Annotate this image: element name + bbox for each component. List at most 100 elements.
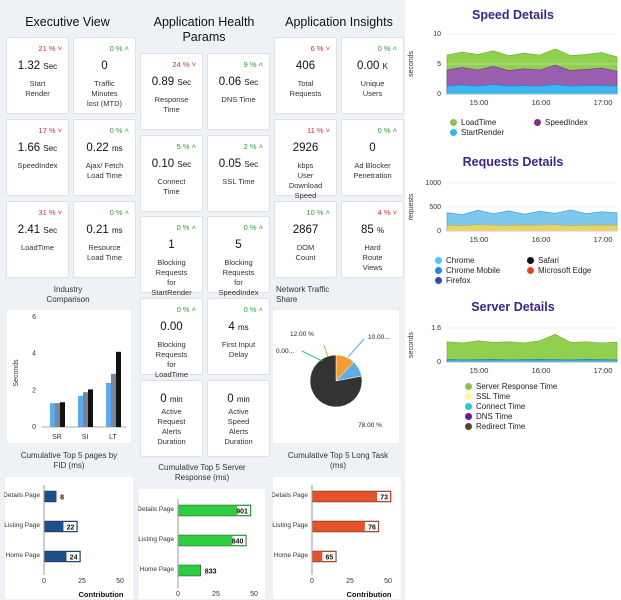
kpi-card-ajax-fetch-load-time[interactable]: 0 % ˄ 0.22 ms Ajax/ Fetch Load Time <box>73 119 136 196</box>
kpi-number: 0 <box>369 142 376 154</box>
kpi-card-unique-users[interactable]: 0 % ˄ 0.00 K Unique Users <box>341 37 404 114</box>
x-tick-label: 15:00 <box>470 235 489 244</box>
kpi-card-ssl-time[interactable]: 2 % ˄ 0.05 Sec SSL Time <box>207 135 270 212</box>
legend-dot-icon <box>465 403 472 410</box>
legend-item[interactable]: DNS Time <box>465 412 615 421</box>
legend-dot-icon <box>435 267 442 274</box>
caret-up-icon: ˄ <box>323 208 330 217</box>
y-category-label: Home Page <box>140 566 175 573</box>
caret-up-icon: ˄ <box>122 208 129 217</box>
legend-item[interactable]: Safari <box>527 256 615 265</box>
industry-comparison-title: Industry Comparison <box>46 285 90 304</box>
top-fid-title: Cumulative Top 5 pages by FID (ms) <box>20 451 118 470</box>
bar-sr-2 <box>60 402 65 427</box>
kpi-card-speedindex[interactable]: 17 % ˅ 1.66 Sec SpeedIndex <box>6 119 69 196</box>
kpi-change-badge: 0 % ˄ <box>244 305 263 314</box>
kpi-card-first-input-delay[interactable]: 0 % ˄ 4 ms First Input Delay <box>207 298 270 375</box>
kpi-card-total-requests[interactable]: 6 % ˅ 406 Total Requests <box>274 37 337 114</box>
kpi-change-badge: 0 % ˄ <box>110 44 129 53</box>
kpi-unit: Sec <box>177 78 192 87</box>
area-chrome-mobile <box>446 224 618 232</box>
legend-item[interactable]: LoadTime <box>450 118 530 127</box>
kpi-number: 0.06 <box>218 76 242 88</box>
y-tick-label: 5 <box>437 61 441 68</box>
x-tick-label: 15:00 <box>470 366 489 375</box>
x-tick-label: 16:00 <box>532 235 551 244</box>
server-details-chart: 0 1.6 15:00 16:00 17:00 seconds <box>408 325 618 375</box>
bar-value-label: 833 <box>205 569 217 576</box>
kpi-number: 406 <box>295 60 316 72</box>
legend-label: SSL Time <box>476 392 511 401</box>
y-category-label: Listing Page <box>4 522 40 529</box>
x-tick-label: 16:00 <box>532 366 551 375</box>
kpi-number: 2.41 <box>17 224 41 236</box>
legend-item[interactable]: Microsoft Edge <box>527 266 615 275</box>
kpi-change-value: 0 % <box>109 126 123 135</box>
x-tick-label: 50 <box>250 591 258 598</box>
kpi-change-value: 17 % <box>38 126 56 135</box>
requests-details-chart: 0 500 1000 15:00 16:00 17:00 requests <box>408 180 618 244</box>
kpi-change-value: 0 % <box>109 208 123 217</box>
kpi-card-active-request-alerts[interactable]: 0 min Active Request Alerts Duration <box>140 380 203 457</box>
pie-label: 10.00... <box>368 334 390 341</box>
kpi-label: Active Speed Alerts Duration <box>224 407 253 446</box>
legend-item[interactable]: Server Response Time <box>465 382 615 391</box>
kpi-card-blocking-requests-speedindex[interactable]: 0 % ˄ 5 Blocking Requests for SpeedIndex <box>207 216 270 297</box>
x-tick-label: 50 <box>384 578 392 585</box>
column-title-app-health: Application Health Params <box>153 15 255 44</box>
kpi-card-loadtime[interactable]: 31 % ˅ 2.41 Sec LoadTime <box>6 201 69 278</box>
legend-item[interactable]: Chrome <box>435 256 523 265</box>
legend-item[interactable]: SpeedIndex <box>534 118 614 127</box>
x-tick-label: LT <box>109 434 117 441</box>
kpi-card-dns-time[interactable]: 9 % ˄ 0.06 Sec DNS Time <box>207 53 270 130</box>
kpi-value: 0 <box>74 60 135 72</box>
kpi-card-blocking-requests-loadtime[interactable]: 0 % ˄ 0.00 Blocking Requests for LoadTime <box>140 298 203 379</box>
kpi-change-value: 10 % <box>306 208 324 217</box>
caret-up-icon: ˄ <box>122 44 129 53</box>
kpi-unit: Sec <box>43 144 58 153</box>
kpi-value: 5 <box>208 239 269 251</box>
kpi-card-dom-count[interactable]: 10 % ˄ 2867 DOM Count <box>274 201 337 278</box>
kpi-card-response-time[interactable]: 24 % ˅ 0.89 Sec Response Time <box>140 53 203 130</box>
kpi-change-badge: 0 % ˄ <box>244 223 263 232</box>
kpi-card-hard-route-views[interactable]: 4 % ˅ 85 % Hard Route Views <box>341 201 404 278</box>
bar-value-label: 65 <box>326 555 334 562</box>
kpi-label: Connect Time <box>157 177 186 196</box>
kpi-change-value: 0 % <box>176 223 190 232</box>
legend-dot-icon <box>450 129 457 136</box>
leader-line <box>323 344 329 358</box>
legend-item[interactable]: Connect Time <box>465 402 615 411</box>
bar-lt-0 <box>106 383 111 427</box>
legend-item[interactable]: SSL Time <box>465 392 615 401</box>
legend-item[interactable]: StartRender <box>450 128 530 137</box>
bar-value-label: 22 <box>67 525 75 532</box>
caret-up-icon: ˄ <box>122 126 129 135</box>
kpi-card-active-speed-alerts[interactable]: 0 min Active Speed Alerts Duration <box>207 380 270 457</box>
kpi-card-ad-blocker-penetration[interactable]: 0 % ˄ 0 Ad Blocker Penetration <box>341 119 404 196</box>
kpi-unit: ms <box>111 144 123 153</box>
kpi-label: Hard Route Views <box>362 243 383 272</box>
kpi-label: Ad Blocker Penetration <box>353 161 392 180</box>
legend-dot-icon <box>465 383 472 390</box>
legend-item[interactable]: Chrome Mobile <box>435 266 523 275</box>
kpi-label: Resource Load Time <box>86 243 123 262</box>
kpi-value: 0 <box>342 142 403 154</box>
kpi-card-user-download-speed[interactable]: 11 % ˅ 2926 kbps User Download Speed <box>274 119 337 200</box>
legend-item[interactable]: Firefox <box>435 276 523 285</box>
bar-value-label: 24 <box>70 555 78 562</box>
x-tick-label: 16:00 <box>532 98 551 107</box>
kpi-card-resource-load-time[interactable]: 0 % ˄ 0.21 ms Resource Load Time <box>73 201 136 278</box>
kpi-change-value: 0 % <box>377 44 391 53</box>
kpi-change-value: 6 % <box>310 44 324 53</box>
kpi-card-connect-time[interactable]: 5 % ˄ 0.10 Sec Connect Time <box>140 135 203 212</box>
kpi-card-blocking-requests-startrender[interactable]: 0 % ˄ 1 Blocking Requests for StartRender <box>140 216 203 297</box>
kpi-number: 1 <box>168 239 175 251</box>
bar-value-label: 901 <box>236 509 248 516</box>
kpi-card-start-render[interactable]: 21 % ˅ 1.32 Sec Start Render <box>6 37 69 114</box>
legend-item[interactable]: Redirect Time <box>465 422 615 431</box>
kpi-change-value: 0 % <box>176 305 190 314</box>
kpi-card-traffic-minutes-lost[interactable]: 0 % ˄ 0 Traffic Minutes lost (MTD) <box>73 37 136 114</box>
kpi-number: 0.00 <box>160 321 183 333</box>
caret-up-icon: ˄ <box>390 126 397 135</box>
kpi-change-value: 2 % <box>243 142 257 151</box>
